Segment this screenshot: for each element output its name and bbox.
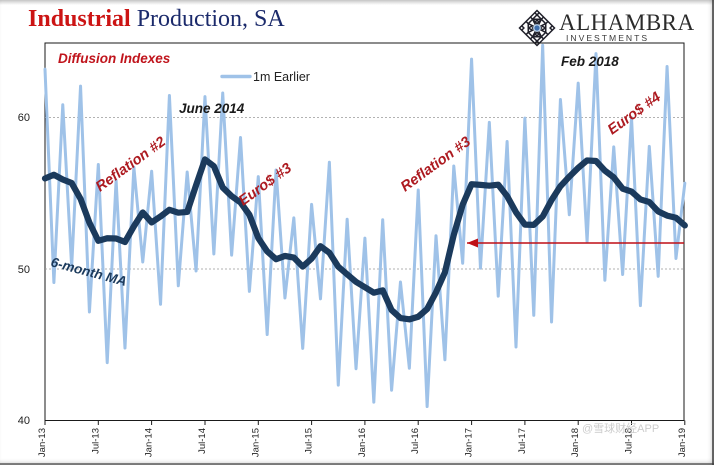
svg-text:Jan-18: Jan-18 [570,428,581,457]
svg-text:60: 60 [18,112,30,124]
svg-text:Euro$ #3: Euro$ #3 [236,160,295,209]
svg-text:Euro$ #4: Euro$ #4 [605,89,664,138]
svg-text:Feb 2018: Feb 2018 [561,54,619,69]
svg-text:Jul-13: Jul-13 [90,428,101,454]
svg-text:50: 50 [18,264,30,276]
svg-text:Reflation #3: Reflation #3 [398,134,474,195]
svg-text:Jan-19: Jan-19 [677,428,688,457]
svg-text:Jan-15: Jan-15 [250,428,261,457]
svg-text:Jan-14: Jan-14 [144,428,155,457]
svg-text:Jan-13: Jan-13 [37,428,48,457]
svg-text:Jan-17: Jan-17 [464,428,475,457]
svg-text:Jul-15: Jul-15 [304,428,315,454]
svg-text:Reflation #2: Reflation #2 [93,134,169,195]
svg-text:1m Earlier: 1m Earlier [253,70,310,84]
svg-text:Jan-16: Jan-16 [357,428,368,457]
svg-text:Diffusion Indexes: Diffusion Indexes [58,51,171,66]
svg-text:Jul-17: Jul-17 [517,428,528,454]
svg-text:June 2014: June 2014 [179,101,245,116]
svg-text:Jul-14: Jul-14 [197,428,208,454]
svg-text:40: 40 [18,415,30,427]
svg-text:Jul-16: Jul-16 [410,428,421,454]
